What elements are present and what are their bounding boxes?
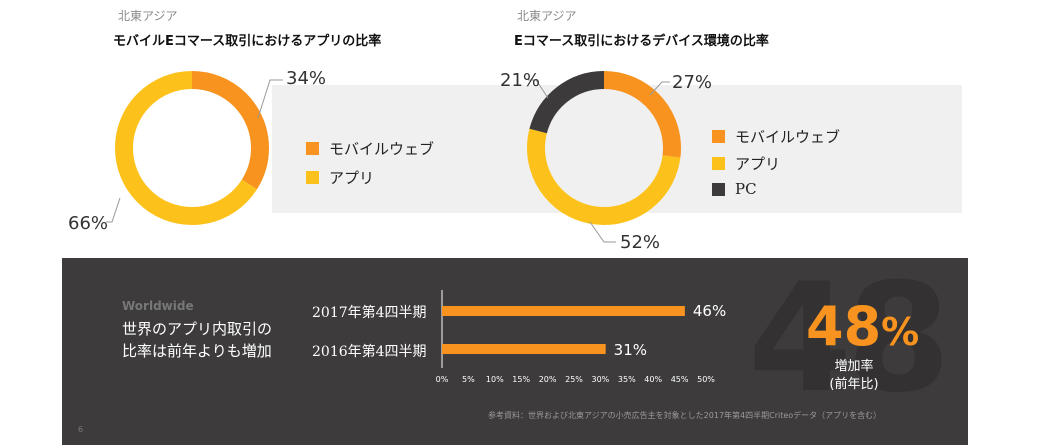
pie1-legend: モバイルウェブ アプリ <box>306 138 434 188</box>
bar-category-2016: 2016年第4四半期 <box>312 344 427 360</box>
growth-label: 増加率 (前年比) <box>814 358 894 394</box>
worldwide-label: Worldwide <box>122 299 194 313</box>
x-tick-label: 40% <box>644 375 663 384</box>
x-tick-label: 50% <box>697 375 715 384</box>
leader-line-52 <box>589 221 616 243</box>
growth-label-line-1: 増加率 <box>834 359 874 374</box>
donut-slice-アプリ <box>115 71 269 225</box>
x-tick-label: 5% <box>462 375 475 384</box>
pie2-label-pc: 21% <box>500 70 541 91</box>
bar-value-2016: 31% <box>613 341 648 359</box>
growth-unit: % <box>881 310 920 354</box>
pie2-legend: モバイルウェブ アプリ PC <box>712 126 840 198</box>
donut-chart-device-ratio <box>527 71 681 225</box>
x-tick-label: 25% <box>565 375 583 384</box>
x-tick-label: 10% <box>485 375 504 384</box>
legend-swatch <box>712 182 725 196</box>
donut-slice-PC <box>527 71 681 225</box>
x-tick-label: 35% <box>617 375 636 384</box>
legend-swatch <box>306 171 319 184</box>
legend-item-app: アプリ <box>306 167 434 188</box>
donut-chart-app-ratio <box>115 71 269 225</box>
legend-swatch <box>306 142 319 155</box>
legend-label: PC <box>735 180 757 198</box>
growth-value: 48% <box>806 300 919 354</box>
bar-2016年第4四半期 <box>442 344 606 354</box>
x-tick-label: 0% <box>435 375 449 384</box>
x-tick-label: 45% <box>670 375 689 384</box>
legend-item-mobile-web: モバイルウェブ <box>712 126 840 147</box>
legend-label: モバイルウェブ <box>329 140 435 158</box>
watermark-number: 48 <box>748 252 951 426</box>
chart1-title: モバイルEコマース取引におけるアプリの比率 <box>113 34 382 49</box>
pie2-label-mobile-web: 27% <box>672 72 713 93</box>
bar-2017年第4四半期 <box>442 306 685 316</box>
legend-label: アプリ <box>735 155 781 173</box>
legend-swatch <box>712 130 725 143</box>
x-tick-label: 30% <box>591 375 610 384</box>
legend-item-app: アプリ <box>712 153 840 174</box>
chart1-region: 北東アジア <box>118 9 178 23</box>
chart2-title: Eコマース取引におけるデバイス環境の比率 <box>514 34 769 49</box>
legend-item-pc: PC <box>712 180 840 198</box>
leader-line-21 <box>528 79 549 99</box>
background-band <box>272 85 962 213</box>
bar-value-2017: 46% <box>692 302 727 320</box>
leader-line-27 <box>649 81 670 96</box>
bar-category-2017: 2017年第4四半期 <box>312 305 427 321</box>
donut-charts <box>106 71 681 243</box>
leader-line-66 <box>106 197 121 223</box>
legend-swatch <box>712 157 725 170</box>
pie1-label-mobile-web: 34% <box>286 68 327 89</box>
growth-number: 48 <box>806 295 882 358</box>
source-note: 参考資料：世界および北東アジアの小売広告主を対象とした2017年第4四半期Cri… <box>488 411 882 420</box>
worldwide-title: 世界のアプリ内取引の 比率は前年よりも増加 <box>122 318 272 362</box>
worldwide-title-line-1: 世界のアプリ内取引の <box>122 320 273 338</box>
legend-label: アプリ <box>329 169 375 187</box>
x-tick-label: 15% <box>512 375 531 384</box>
chart2-region: 北東アジア <box>517 9 577 23</box>
legend-item-mobile-web: モバイルウェブ <box>306 138 434 159</box>
x-tick-label: 20% <box>538 375 557 384</box>
worldwide-title-line-2: 比率は前年よりも増加 <box>122 342 272 360</box>
pie2-label-app: 52% <box>620 232 661 253</box>
leader-line-34 <box>257 79 283 119</box>
legend-label: モバイルウェブ <box>735 128 841 146</box>
growth-label-line-2: (前年比) <box>829 377 879 392</box>
bar-chart <box>441 290 685 368</box>
pie1-label-app: 66% <box>68 213 109 234</box>
donut-slice-アプリ <box>527 71 681 225</box>
page-number: 6 <box>78 425 84 434</box>
